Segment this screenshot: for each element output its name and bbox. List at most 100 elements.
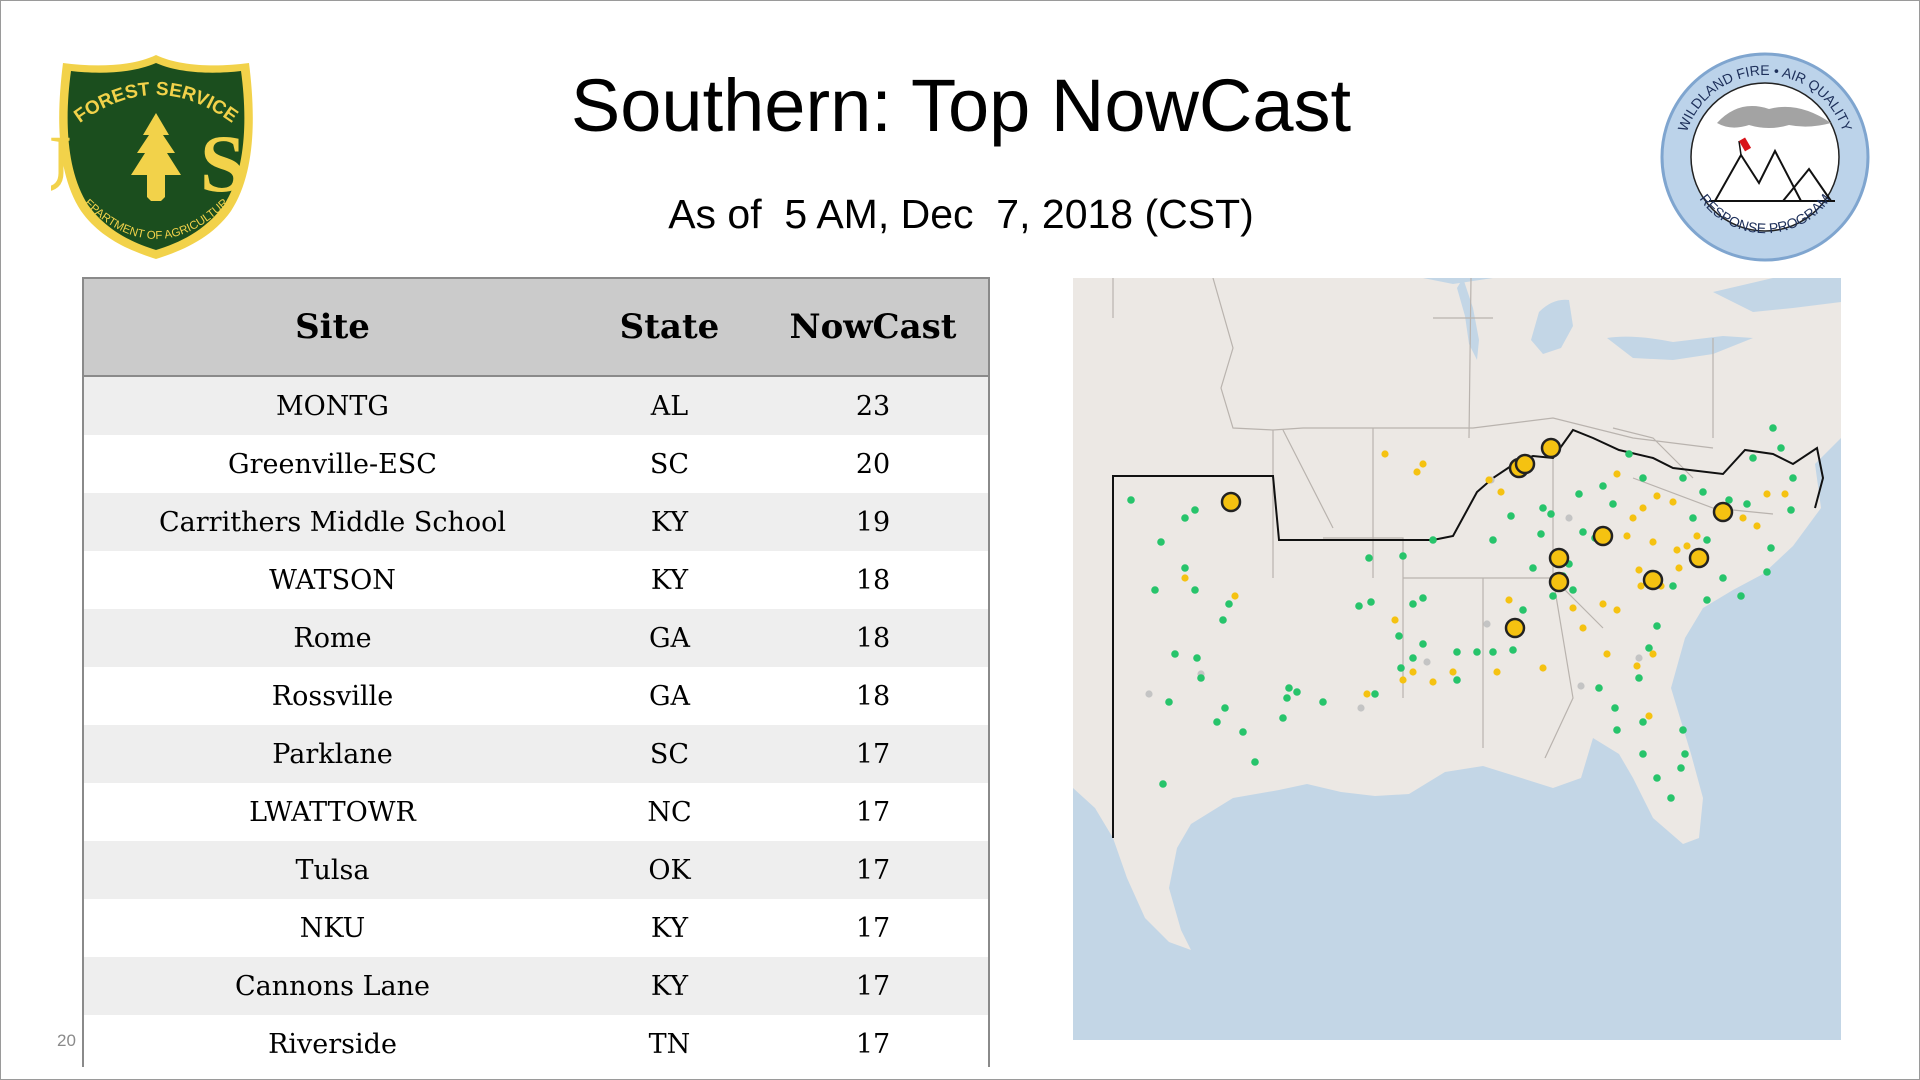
monitor-dot-moderate [1739,514,1747,522]
monitor-dot-good [1355,602,1363,610]
monitor-dot-moderate [1649,650,1657,658]
nowcast-cell: 23 [758,376,988,435]
monitor-dot-good [1395,632,1403,640]
monitor-dot-moderate [1653,492,1661,500]
table-row: LWATTOWR NC 17 [84,783,988,841]
table-row: Greenville-ESC SC 20 [84,435,988,493]
monitor-dot-good [1639,474,1647,482]
monitor-dot-moderate [1603,650,1611,658]
site-cell: WATSON [84,551,581,609]
site-cell: Cannons Lane [84,957,581,1015]
monitor-dot-good [1767,544,1775,552]
monitor-dot-good [1453,648,1461,656]
table-row: Tulsa OK 17 [84,841,988,899]
monitor-dot-good [1151,586,1159,594]
monitor-dot-good [1165,698,1173,706]
monitor-dot-good [1429,536,1437,544]
monitor-dot-good [1569,586,1577,594]
nowcast-cell: 18 [758,551,988,609]
monitor-dot-good [1225,600,1233,608]
map-land [1073,278,1841,950]
monitor-dot-good [1677,764,1685,772]
table-row: NKU KY 17 [84,899,988,957]
monitor-dot-moderate [1781,490,1789,498]
monitor-dot-moderate [1231,592,1239,600]
monitor-dot-good [1595,684,1603,692]
monitor-dot-good [1507,512,1515,520]
nowcast-cell: 17 [758,725,988,783]
monitor-dot-good [1279,714,1287,722]
monitor-dot-good [1193,654,1201,662]
state-cell: SC [581,435,758,493]
monitor-dot-moderate [1639,504,1647,512]
top-site-marker [1548,571,1570,593]
monitor-dot-moderate [1669,498,1677,506]
monitor-dot-good [1197,674,1205,682]
site-cell: MONTG [84,376,581,435]
monitor-map [1073,278,1841,1040]
top-site-marker [1642,569,1664,591]
monitor-dot-moderate [1613,606,1621,614]
monitor-dot-good [1679,474,1687,482]
monitor-dot-moderate [1485,476,1493,484]
table-row: Cannons Lane KY 17 [84,957,988,1015]
wildland-fire-logo: WILDLAND FIRE • AIR QUALITY RESPONSE PRO… [1660,52,1870,262]
monitor-dot-no-data [1423,658,1431,666]
monitor-dot-good [1667,794,1675,802]
top-site-marker [1548,547,1570,569]
monitor-dot-moderate [1539,664,1547,672]
monitor-dot-good [1219,616,1227,624]
monitor-dot-good [1699,488,1707,496]
monitor-dot-moderate [1763,490,1771,498]
monitor-dot-good [1679,726,1687,734]
monitor-dot-good [1365,554,1373,562]
monitor-dot-no-data [1357,704,1365,712]
monitor-dot-moderate [1637,582,1645,590]
table-row: Rome GA 18 [84,609,988,667]
top-site-marker [1220,491,1242,513]
monitor-dot-moderate [1181,574,1189,582]
table-row: Riverside TN 17 [84,1015,988,1073]
monitor-dot-good [1613,726,1621,734]
monitor-dot-moderate [1493,668,1501,676]
table-header-row: Site State NowCast [84,279,988,377]
monitor-dot-moderate [1497,488,1505,496]
monitor-dot-good [1285,684,1293,692]
monitor-dot-no-data [1577,682,1585,690]
monitor-dot-good [1409,654,1417,662]
nowcast-cell: 17 [758,899,988,957]
monitor-dot-moderate [1683,542,1691,550]
monitor-dot-good [1703,596,1711,604]
page-subtitle: As of 5 AM, Dec 7, 2018 (CST) [668,191,1254,237]
site-cell: Tulsa [84,841,581,899]
monitor-dot-moderate [1505,596,1513,604]
site-cell: Parklane [84,725,581,783]
monitor-dot-moderate [1419,460,1427,468]
monitor-dot-good [1251,758,1259,766]
monitor-dot-good [1489,648,1497,656]
nowcast-cell: 17 [758,957,988,1015]
monitor-dot-moderate [1569,604,1577,612]
state-cell: GA [581,609,758,667]
monitor-dot-good [1611,704,1619,712]
monitor-dot-good [1367,598,1375,606]
great-lakes [1423,278,1841,360]
monitor-dot-good [1319,698,1327,706]
state-cell: KY [581,957,758,1015]
monitor-dot-moderate [1381,450,1389,458]
monitor-dot-good [1537,530,1545,538]
table-row: Parklane SC 17 [84,725,988,783]
monitor-dot-good [1599,482,1607,490]
monitor-dot-good [1725,496,1733,504]
monitor-dot-moderate [1693,532,1701,540]
monitor-dot-good [1777,444,1785,452]
monitor-dot-good [1787,506,1795,514]
state-cell: OK [581,841,758,899]
monitor-dot-good [1539,504,1547,512]
monitor-dot-moderate [1363,690,1371,698]
column-header-state: State [581,279,758,377]
monitor-dot-moderate [1599,600,1607,608]
monitor-dot-moderate [1645,712,1653,720]
monitor-dot-good [1473,648,1481,656]
monitor-dot-no-data [1565,514,1573,522]
